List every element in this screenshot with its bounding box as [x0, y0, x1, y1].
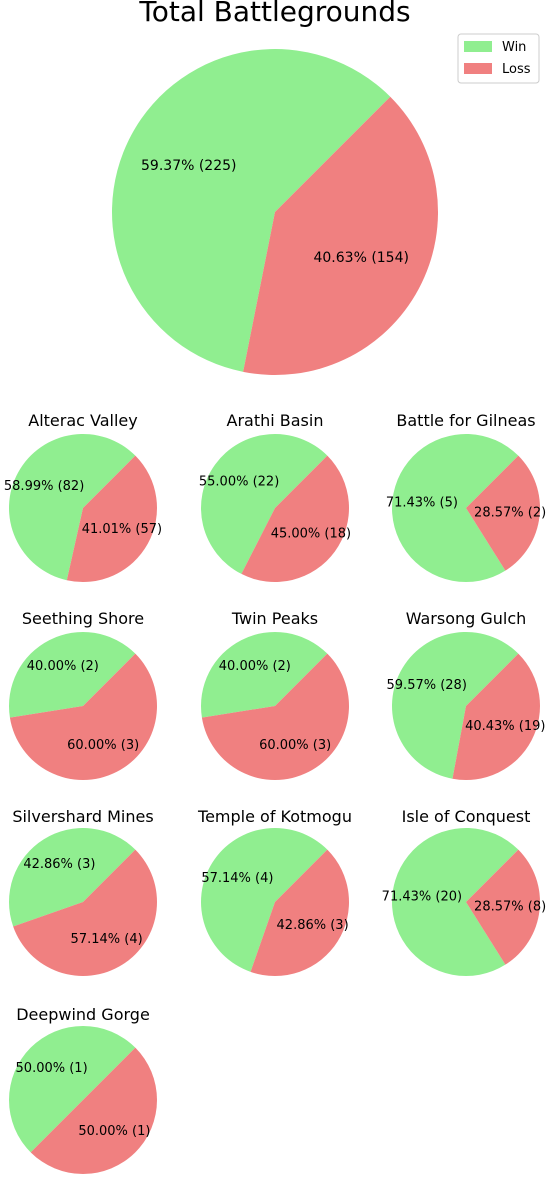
pie-slice-arathi-basin-win: [201, 434, 328, 574]
pie-title-deepwind-gorge: Deepwind Gorge: [16, 1005, 150, 1024]
pie-slice-battle-for-gilneas-win: [392, 434, 519, 582]
pie-title-isle-of-conquest: Isle of Conquest: [402, 807, 531, 826]
pie-slice-isle-of-conquest-loss: [466, 849, 541, 965]
pie-label-warsong-gulch-loss: 40.43% (19): [465, 719, 545, 734]
pie-label-warsong-gulch-win: 59.57% (28): [387, 678, 467, 693]
pie-arathi-basin: Arathi Basin 55.00% (22) 45.00% (18): [199, 411, 351, 582]
pie-label-alterac-valley-win: 58.99% (82): [4, 479, 84, 494]
pie-title-seething-shore: Seething Shore: [22, 609, 144, 628]
pie-slice-arathi-basin-loss: [241, 455, 350, 582]
pie-label-twin-peaks-loss: 60.00% (3): [259, 738, 331, 753]
pie-label-battle-for-gilneas-win: 71.43% (5): [386, 496, 458, 511]
pie-title-arathi-basin: Arathi Basin: [227, 411, 324, 430]
pie-temple-of-kotmogu: Temple of Kotmogu 57.14% (4) 42.86% (3): [197, 807, 352, 976]
pie-slice-deepwind-gorge-win: [8, 1026, 136, 1153]
pie-title-silvershard-mines: Silvershard Mines: [12, 807, 153, 826]
legend: Win Loss: [457, 33, 540, 84]
pie-title-alterac-valley: Alterac Valley: [28, 411, 137, 430]
legend-label-win: Win: [502, 40, 526, 55]
pie-title-total-battlegrounds: Total Battlegrounds: [138, 0, 410, 28]
pie-label-silvershard-mines-loss: 57.14% (4): [71, 932, 143, 947]
pie-slice-twin-peaks-win: [200, 631, 328, 718]
pie-label-arathi-basin-loss: 45.00% (18): [271, 527, 351, 542]
pie-label-silvershard-mines-win: 42.86% (3): [23, 857, 95, 872]
pie-slice-battle-for-gilneas-loss: [466, 455, 541, 571]
pie-label-isle-of-conquest-win: 71.43% (20): [382, 890, 462, 905]
pie-slice-seething-shore-win: [8, 631, 136, 718]
pie-slice-total-battlegrounds-win: [111, 48, 391, 372]
pie-label-temple-of-kotmogu-win: 57.14% (4): [201, 871, 273, 886]
pie-label-seething-shore-win: 40.00% (2): [27, 659, 99, 674]
pie-label-total-battlegrounds-loss: 40.63% (154): [313, 250, 408, 266]
pie-isle-of-conquest: Isle of Conquest 71.43% (20) 28.57% (8): [382, 807, 546, 976]
pie-label-seething-shore-loss: 60.00% (3): [67, 738, 139, 753]
pie-slice-alterac-valley-win: [8, 434, 136, 581]
pie-label-twin-peaks-win: 40.00% (2): [219, 659, 291, 674]
pie-total-battlegrounds: Total Battlegrounds 59.37% (225) 40.63% (1…: [111, 0, 438, 375]
pie-deepwind-gorge: Deepwind Gorge 50.00% (1) 50.00% (1): [8, 1005, 157, 1174]
pie-battle-for-gilneas: Battle for Gilneas 71.43% (5) 28.57% (2): [386, 411, 546, 582]
legend-swatch-loss: [464, 63, 492, 74]
pie-warsong-gulch: Warsong Gulch 59.57% (28) 40.43% (19): [387, 609, 545, 780]
pie-label-total-battlegrounds-win: 59.37% (225): [141, 158, 236, 174]
pie-slice-warsong-gulch-win: [392, 632, 519, 779]
pie-title-temple-of-kotmogu: Temple of Kotmogu: [197, 807, 352, 826]
pie-label-deepwind-gorge-win: 50.00% (1): [16, 1061, 88, 1076]
pie-slice-silvershard-mines-win: [8, 828, 136, 927]
pie-label-temple-of-kotmogu-loss: 42.86% (3): [277, 918, 349, 933]
pie-label-arathi-basin-win: 55.00% (22): [199, 474, 279, 489]
pie-label-battle-for-gilneas-loss: 28.57% (2): [474, 505, 546, 520]
pie-label-alterac-valley-loss: 41.01% (57): [82, 522, 162, 537]
pie-title-warsong-gulch: Warsong Gulch: [406, 609, 527, 628]
pie-slice-total-battlegrounds-loss: [243, 96, 438, 375]
pie-silvershard-mines: Silvershard Mines 42.86% (3) 57.14% (4): [8, 807, 157, 976]
pie-slice-seething-shore-loss: [9, 653, 157, 780]
pie-slice-temple-of-kotmogu-loss: [250, 849, 350, 976]
pie-slice-warsong-gulch-loss: [452, 653, 541, 780]
pie-title-twin-peaks: Twin Peaks: [231, 609, 318, 628]
pie-slice-silvershard-mines-loss: [13, 849, 157, 976]
pie-twin-peaks: Twin Peaks 40.00% (2) 60.00% (3): [200, 609, 349, 780]
pie-title-battle-for-gilneas: Battle for Gilneas: [396, 411, 535, 430]
legend-label-loss: Loss: [502, 62, 531, 77]
pie-slice-temple-of-kotmogu-win: [201, 827, 328, 972]
pies-layer: Total Battlegrounds 59.37% (225) 40.63% (1…: [4, 0, 546, 1174]
legend-swatch-win: [464, 41, 492, 52]
pie-slice-isle-of-conquest-win: [392, 828, 519, 976]
pie-slice-twin-peaks-loss: [201, 653, 349, 780]
pie-seething-shore: Seething Shore 40.00% (2) 60.00% (3): [8, 609, 157, 780]
pie-label-isle-of-conquest-loss: 28.57% (8): [474, 899, 546, 914]
pie-slice-deepwind-gorge-loss: [30, 1047, 157, 1174]
pie-slice-alterac-valley-loss: [66, 455, 157, 582]
pie-label-deepwind-gorge-loss: 50.00% (1): [78, 1124, 150, 1139]
pie-alterac-valley: Alterac Valley 58.99% (82) 41.01% (57): [4, 411, 162, 582]
